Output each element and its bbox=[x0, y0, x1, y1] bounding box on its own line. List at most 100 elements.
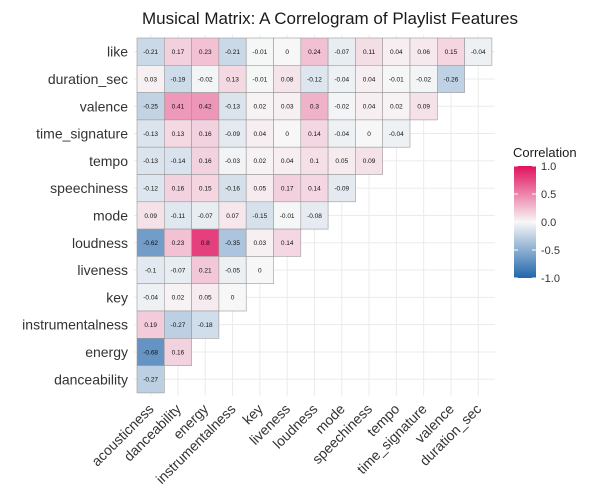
y-tick-label: loudness bbox=[72, 235, 128, 251]
heatmap-cell: -0.04 bbox=[464, 37, 493, 66]
heatmap-cell: -0.15 bbox=[245, 201, 274, 230]
heatmap-cell-fill bbox=[164, 37, 192, 66]
heatmap-cell-label: -0.13 bbox=[225, 104, 240, 111]
heatmap-cell: 0.02 bbox=[245, 92, 274, 121]
heatmap-cell: 0.24 bbox=[300, 37, 329, 66]
heatmap-cell-label: 0.03 bbox=[144, 76, 157, 83]
heatmap-cell-fill bbox=[300, 65, 329, 93]
heatmap-cell-label: 0.15 bbox=[445, 49, 458, 56]
heatmap-cell-label: -0.21 bbox=[225, 49, 240, 56]
heatmap-cell-label: -0.12 bbox=[307, 76, 322, 83]
chart-title: Musical Matrix: A Correlogram of Playlis… bbox=[142, 9, 518, 28]
heatmap-cell: 0.04 bbox=[355, 92, 383, 121]
heatmap-cell: 0.09 bbox=[409, 92, 438, 121]
heatmap-cell-label: -0.01 bbox=[389, 76, 404, 83]
heatmap-cell-label: 0.17 bbox=[281, 185, 294, 192]
heatmap-cell-fill bbox=[164, 337, 192, 366]
heatmap-cell-label: 0.05 bbox=[335, 158, 348, 165]
heatmap-cell-fill bbox=[355, 146, 383, 175]
heatmap-cell: 0.8 bbox=[191, 228, 220, 257]
heatmap-cell-label: -0.14 bbox=[171, 158, 186, 165]
heatmap-cell: 0.15 bbox=[436, 37, 465, 66]
heatmap-cell-label: 0.11 bbox=[363, 49, 376, 56]
heatmap-cell-fill bbox=[327, 174, 356, 203]
heatmap-cell-label: 0.23 bbox=[172, 240, 185, 247]
heatmap-cell-fill bbox=[191, 256, 220, 284]
heatmap-cell-label: -0.1 bbox=[145, 267, 157, 274]
heatmap-cell-fill bbox=[245, 228, 274, 257]
heatmap-cell-label: -0.11 bbox=[171, 213, 186, 220]
heatmap-cell-label: -0.15 bbox=[252, 213, 267, 220]
heatmap-cell-fill bbox=[464, 37, 493, 66]
heatmap-cell: 0.04 bbox=[273, 146, 302, 175]
heatmap-cell-label: -0.04 bbox=[389, 131, 404, 138]
heatmap-cell: -0.35 bbox=[218, 228, 247, 257]
heatmap-cell: -0.02 bbox=[409, 65, 438, 93]
heatmap-cell: 0.02 bbox=[164, 283, 192, 312]
heatmap-cell: -0.26 bbox=[436, 65, 465, 93]
heatmap-cell-label: 0.02 bbox=[254, 158, 267, 165]
heatmap-cell: -0.04 bbox=[327, 65, 356, 93]
heatmap-cell: 0.05 bbox=[245, 174, 274, 203]
heatmap-cell: 0.23 bbox=[164, 228, 192, 257]
heatmap-cell-fill bbox=[136, 365, 165, 394]
heatmap-cell-fill bbox=[218, 119, 247, 148]
heatmap-cell-label: -0.03 bbox=[225, 158, 240, 165]
heatmap-cell-label: 0.05 bbox=[199, 295, 212, 302]
heatmap-cell: -0.19 bbox=[164, 65, 192, 93]
y-tick-label: instrumentalness bbox=[22, 317, 128, 333]
heatmap-cell: -0.13 bbox=[218, 92, 247, 121]
heatmap-cell-label: -0.21 bbox=[143, 49, 158, 56]
heatmap-cell-label: 0.14 bbox=[308, 185, 321, 192]
heatmap-cell: 0.03 bbox=[245, 228, 274, 257]
heatmap-cell-label: 0 bbox=[285, 49, 289, 56]
legend: Correlation 1.0 0.5 0.0 -0.5 -1.0 bbox=[513, 145, 577, 285]
heatmap-cell-label: 0.04 bbox=[254, 131, 267, 138]
heatmap-cell: 0.04 bbox=[382, 37, 411, 66]
heatmap-cell-label: -0.02 bbox=[334, 104, 349, 111]
heatmap-cell-fill bbox=[273, 146, 302, 175]
heatmap-cell-fill bbox=[191, 65, 220, 93]
heatmap-cell: -0.13 bbox=[136, 119, 165, 148]
heatmap-cell: 0.07 bbox=[218, 201, 247, 230]
heatmap-cell-fill bbox=[327, 92, 356, 121]
heatmap-cell-label: 0.3 bbox=[310, 104, 319, 111]
heatmap-cell: -0.18 bbox=[191, 310, 220, 339]
heatmap-cell-label: -0.02 bbox=[198, 76, 213, 83]
heatmap-cell: 0.15 bbox=[191, 174, 220, 203]
heatmap-cell-fill bbox=[191, 119, 220, 148]
heatmap-cell: 0.16 bbox=[191, 119, 220, 148]
heatmap-cell-fill bbox=[355, 65, 383, 93]
heatmap-cell: -0.02 bbox=[191, 65, 220, 93]
heatmap-cell-label: -0.16 bbox=[225, 185, 240, 192]
heatmap-cell-fill bbox=[136, 146, 165, 175]
heatmap-cell-fill bbox=[136, 256, 165, 284]
heatmap-cell: 0.02 bbox=[382, 92, 411, 121]
heatmap-cell-label: 0.07 bbox=[226, 213, 239, 220]
heatmap-cell: 0.14 bbox=[273, 228, 302, 257]
heatmap-cell-label: -0.08 bbox=[307, 213, 322, 220]
heatmap-cell-label: -0.68 bbox=[143, 349, 158, 356]
heatmap-cell-label: 0.08 bbox=[281, 76, 294, 83]
heatmap-cell: 0.16 bbox=[191, 146, 220, 175]
heatmap-cell: -0.08 bbox=[300, 201, 329, 230]
heatmap-cell-fill bbox=[245, 37, 274, 66]
heatmap-cell-fill bbox=[273, 92, 302, 121]
heatmap-cell: 0 bbox=[355, 119, 383, 148]
heatmap-cell-label: -0.04 bbox=[143, 295, 158, 302]
heatmap-cell: 0.23 bbox=[191, 37, 220, 66]
heatmap-cell: -0.21 bbox=[218, 37, 247, 66]
heatmap-cell-fill bbox=[136, 283, 165, 312]
heatmap-cell-fill bbox=[382, 65, 411, 93]
heatmap-cell-label: 0.14 bbox=[281, 240, 294, 247]
heatmap-cell: -0.05 bbox=[218, 256, 247, 284]
y-tick-label: liveness bbox=[77, 262, 128, 278]
heatmap-cell: -0.62 bbox=[136, 228, 165, 257]
heatmap-cell-fill bbox=[218, 174, 247, 203]
heatmap-cell-label: 0.03 bbox=[281, 104, 294, 111]
heatmap-cell: 0.1 bbox=[300, 146, 329, 175]
heatmap-cell: 0.16 bbox=[164, 337, 192, 366]
heatmap-cell-fill bbox=[436, 37, 465, 66]
heatmap-cell-label: 0 bbox=[231, 295, 235, 302]
